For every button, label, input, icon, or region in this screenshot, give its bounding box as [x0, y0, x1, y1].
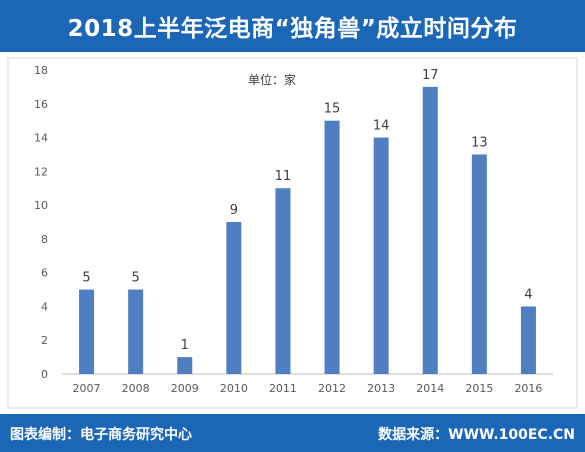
x-tick-label: 2014 — [416, 382, 444, 395]
y-tick-label: 16 — [34, 98, 48, 111]
x-tick-label: 2008 — [122, 382, 150, 395]
y-tick-label: 10 — [34, 199, 48, 212]
bar — [177, 357, 193, 374]
y-tick-label: 0 — [41, 368, 48, 381]
bar — [79, 289, 95, 374]
x-tick-label: 2009 — [171, 382, 199, 395]
data-label: 11 — [275, 169, 292, 184]
data-label: 5 — [82, 271, 90, 286]
bar — [128, 289, 144, 374]
data-label: 15 — [324, 102, 341, 117]
footer-banner: 图表编制：电子商务研究中心 数据来源：WWW.100EC.CN — [0, 414, 585, 452]
x-tick-label: 2010 — [220, 382, 248, 395]
y-tick-label: 4 — [41, 300, 48, 313]
bar — [275, 188, 291, 374]
data-label: 5 — [132, 271, 140, 286]
x-tick-label: 2016 — [514, 382, 542, 395]
x-tick-label: 2011 — [269, 382, 297, 395]
data-label: 13 — [471, 135, 488, 150]
x-tick-label: 2012 — [318, 382, 346, 395]
data-label: 17 — [422, 68, 439, 83]
chart-area: 0 2 4 6 8 10 12 14 16 18 单位：家 5 2007 5 2008 1 2009 9 2010 1… — [0, 52, 585, 414]
y-tick-label: 8 — [41, 233, 48, 246]
x-tick-label: 2007 — [73, 382, 101, 395]
data-label: 9 — [230, 203, 238, 218]
y-tick-label: 2 — [41, 334, 48, 347]
chart-frame — [7, 57, 578, 409]
data-label: 1 — [181, 338, 189, 353]
y-tick-label: 6 — [41, 267, 48, 280]
title-banner: 2018上半年泛电商“独角兽”成立时间分布 — [0, 0, 585, 52]
bar — [324, 120, 340, 375]
x-tick-label: 2015 — [465, 382, 493, 395]
bar — [422, 86, 438, 374]
y-tick-label: 14 — [34, 132, 48, 145]
y-tick-label: 12 — [34, 165, 48, 178]
bar-chart: 0 2 4 6 8 10 12 14 16 18 单位：家 5 2007 5 2008 1 2009 9 2010 1… — [7, 57, 578, 409]
bar — [373, 137, 389, 374]
data-label: 14 — [373, 119, 390, 134]
compiler-credit: 图表编制：电子商务研究中心 — [10, 427, 192, 443]
data-source: 数据来源：WWW.100EC.CN — [378, 427, 575, 443]
bar — [471, 154, 487, 374]
data-label: 4 — [524, 287, 532, 302]
y-tick-label: 18 — [34, 64, 48, 77]
unit-annotation: 单位：家 — [248, 72, 296, 87]
page-title: 2018上半年泛电商“独角兽”成立时间分布 — [67, 16, 518, 42]
x-tick-label: 2013 — [367, 382, 395, 395]
bar — [226, 222, 242, 374]
bar — [520, 306, 536, 374]
